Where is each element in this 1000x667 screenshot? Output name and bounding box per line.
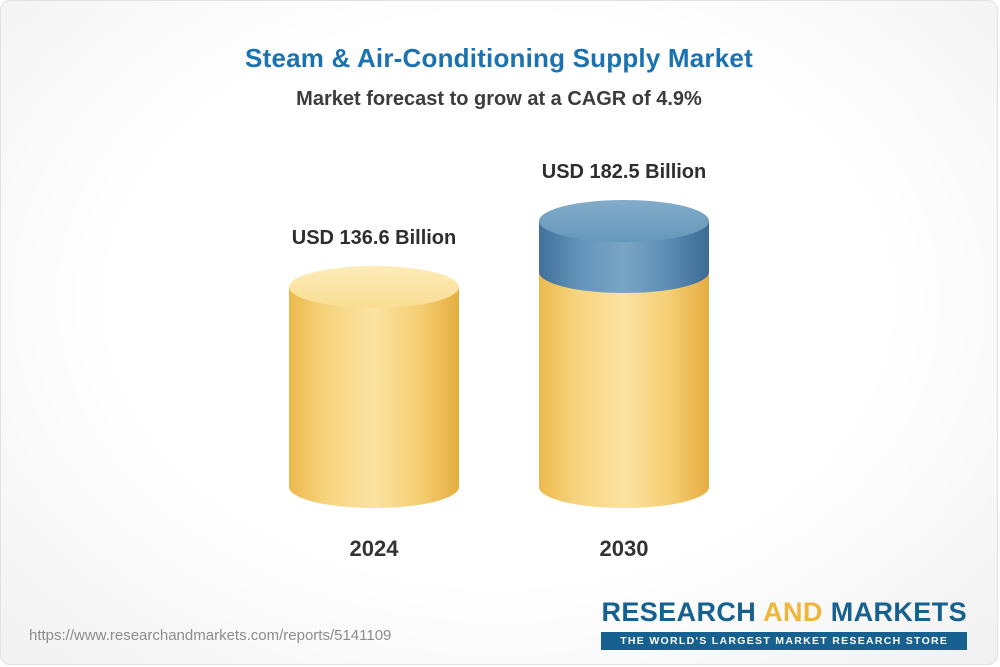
logo-wordmark: RESEARCH AND MARKETS — [601, 597, 967, 628]
cylinder-bar-2024 — [289, 266, 459, 508]
researchandmarkets-logo: RESEARCH AND MARKETS THE WORLD'S LARGEST… — [601, 597, 967, 650]
value-label-2024: USD 136.6 Billion — [291, 227, 457, 249]
cylinder-2024-top-cap — [289, 266, 459, 308]
cylinder-2024-body — [289, 287, 459, 508]
cylinder-2030-base-segment — [539, 272, 709, 508]
bar-chart: USD 136.6 Billion 2024 USD 182.5 Billion… — [1, 161, 997, 562]
page-title: Steam & Air-Conditioning Supply Market — [245, 43, 753, 73]
cylinder-bar-2030 — [539, 200, 709, 508]
logo-tagline: THE WORLD'S LARGEST MARKET RESEARCH STOR… — [601, 632, 967, 650]
value-label-2030: USD 182.5 Billion — [541, 161, 707, 183]
logo-word-and: AND — [763, 597, 823, 627]
bar-group-2024: USD 136.6 Billion 2024 — [289, 227, 459, 562]
axis-label-2030: 2030 — [599, 536, 649, 561]
bar-group-2030: USD 182.5 Billion 2030 — [539, 161, 709, 562]
logo-word-research: RESEARCH — [601, 597, 757, 627]
page-subtitle: Market forecast to grow at a CAGR of 4.9… — [296, 88, 702, 110]
logo-word-markets: MARKETS — [830, 597, 967, 627]
axis-label-2024: 2024 — [349, 536, 399, 561]
cylinder-2030-top-cap — [539, 200, 709, 242]
report-url: https://www.researchandmarkets.com/repor… — [29, 627, 392, 644]
